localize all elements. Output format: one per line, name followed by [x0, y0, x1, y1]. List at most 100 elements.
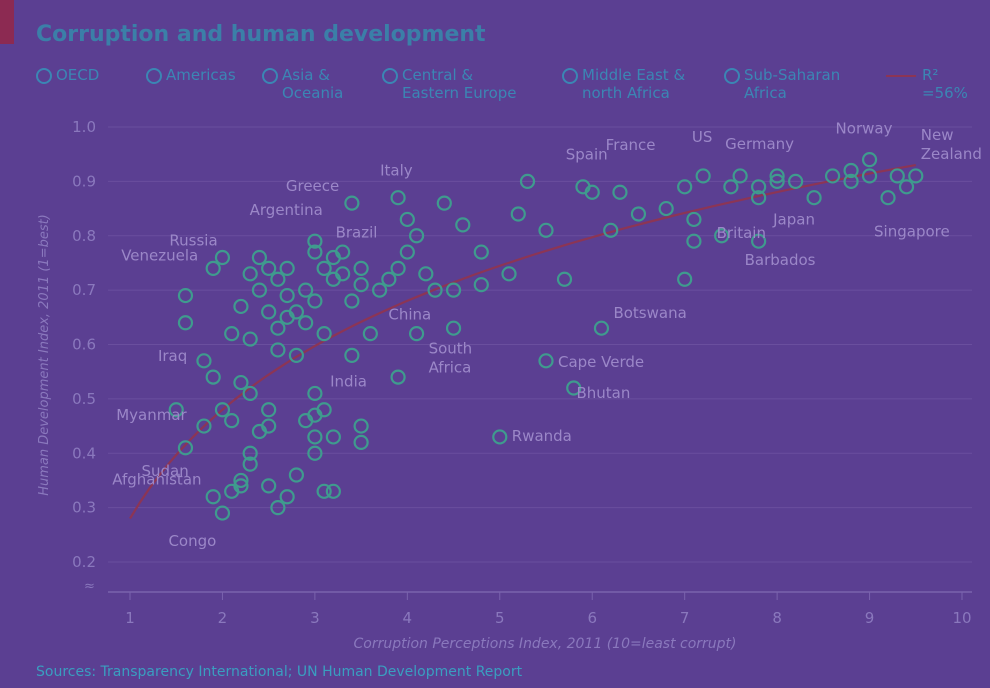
data-point	[335, 244, 351, 260]
data-point	[214, 249, 231, 266]
data-point	[307, 429, 323, 445]
data-point	[288, 347, 304, 363]
point-label: Brazil	[336, 223, 378, 241]
data-point	[381, 271, 397, 287]
data-point	[261, 260, 277, 276]
data-point	[677, 271, 693, 287]
point-label: Barbados	[745, 251, 816, 269]
legend-label: R² =56%	[922, 66, 968, 102]
legend-item: Asia & Oceania	[262, 66, 343, 102]
data-point	[214, 505, 231, 521]
data-point	[261, 478, 277, 494]
data-point	[168, 402, 184, 418]
data-point	[769, 173, 785, 189]
legend-label: Americas	[166, 66, 236, 84]
data-point	[390, 190, 406, 206]
y-tick-label: 0.7	[72, 281, 96, 299]
data-point	[316, 402, 332, 418]
data-point	[418, 266, 434, 282]
data-point	[307, 244, 323, 260]
data-point	[344, 347, 360, 363]
chart-legend: OECD Americas Asia & Oceania Central & East…	[36, 66, 986, 110]
circle-marker-icon	[562, 68, 578, 84]
data-point	[242, 456, 258, 472]
data-point	[242, 266, 258, 282]
data-point	[298, 315, 314, 331]
data-point	[288, 467, 304, 483]
point-label-line: Iraq	[158, 347, 187, 365]
legend-label: Sub-Saharan Africa	[744, 66, 841, 102]
x-tick-label: 1	[125, 609, 135, 627]
data-point	[436, 195, 452, 211]
data-point	[224, 326, 240, 342]
point-label-line: Venezuela	[121, 246, 198, 264]
data-point	[390, 369, 406, 385]
point-label-line: South	[429, 340, 473, 358]
data-point	[686, 211, 702, 228]
point-label-line: Bhutan	[576, 384, 630, 402]
point-label-line: Sudan	[141, 462, 188, 480]
legend-item: Sub-Saharan Africa	[724, 66, 840, 102]
data-point	[270, 320, 286, 336]
data-point	[399, 244, 415, 260]
data-point	[603, 222, 619, 238]
data-point	[224, 413, 240, 429]
data-point	[261, 402, 277, 418]
trend-line-legend-icon	[886, 75, 916, 77]
data-point	[316, 326, 332, 342]
legend-item: Central & Eastern Europe	[382, 66, 517, 102]
point-label-line: Japan	[772, 210, 815, 228]
x-tick-label: 7	[680, 609, 690, 627]
point-label-line: Africa	[429, 359, 472, 377]
legend-item: Middle East & north Africa	[562, 66, 685, 102]
point-label-line: Myanmar	[116, 406, 187, 424]
data-point	[279, 287, 295, 304]
data-point	[538, 353, 554, 369]
data-point	[362, 326, 378, 342]
point-label: Japan	[772, 210, 815, 228]
data-point	[233, 472, 249, 489]
point-label: China	[388, 306, 431, 324]
data-point	[251, 249, 268, 266]
data-point	[307, 233, 323, 249]
data-point	[861, 168, 878, 184]
data-point	[270, 500, 286, 516]
data-point	[473, 277, 489, 293]
data-point	[196, 353, 212, 369]
data-point	[751, 179, 767, 195]
data-point	[242, 385, 258, 402]
point-label: Rwanda	[512, 427, 572, 445]
point-label-line: Russia	[169, 232, 217, 250]
circle-marker-icon	[724, 68, 740, 84]
legend-label: Central & Eastern Europe	[402, 66, 517, 102]
data-point	[307, 385, 323, 402]
x-tick-label: 8	[772, 609, 782, 627]
data-point	[677, 179, 693, 195]
point-label: Bhutan	[576, 384, 630, 402]
point-label-line: France	[606, 136, 656, 154]
data-point	[205, 369, 221, 385]
legend-item: OECD	[36, 66, 99, 84]
data-point	[307, 293, 323, 309]
data-point	[898, 179, 915, 195]
data-point	[344, 293, 360, 309]
point-label: Botswana	[613, 304, 686, 322]
data-point	[843, 162, 859, 179]
data-point	[806, 190, 822, 206]
point-label: Sudan	[141, 462, 188, 480]
data-point	[233, 374, 249, 391]
data-point	[889, 168, 905, 184]
data-point	[501, 266, 517, 282]
x-tick-label: 6	[587, 609, 597, 627]
data-point	[233, 478, 249, 494]
x-tick-label: 5	[495, 609, 505, 627]
data-point	[205, 260, 221, 276]
point-label: Argentina	[250, 201, 323, 219]
data-point	[279, 489, 295, 505]
point-label: Cape Verde	[558, 353, 644, 371]
data-point	[510, 206, 526, 222]
axis-break-mark: ≈	[84, 579, 95, 594]
data-point	[335, 266, 351, 282]
point-label-line: Norway	[836, 120, 893, 138]
point-label: Russia	[169, 232, 217, 250]
